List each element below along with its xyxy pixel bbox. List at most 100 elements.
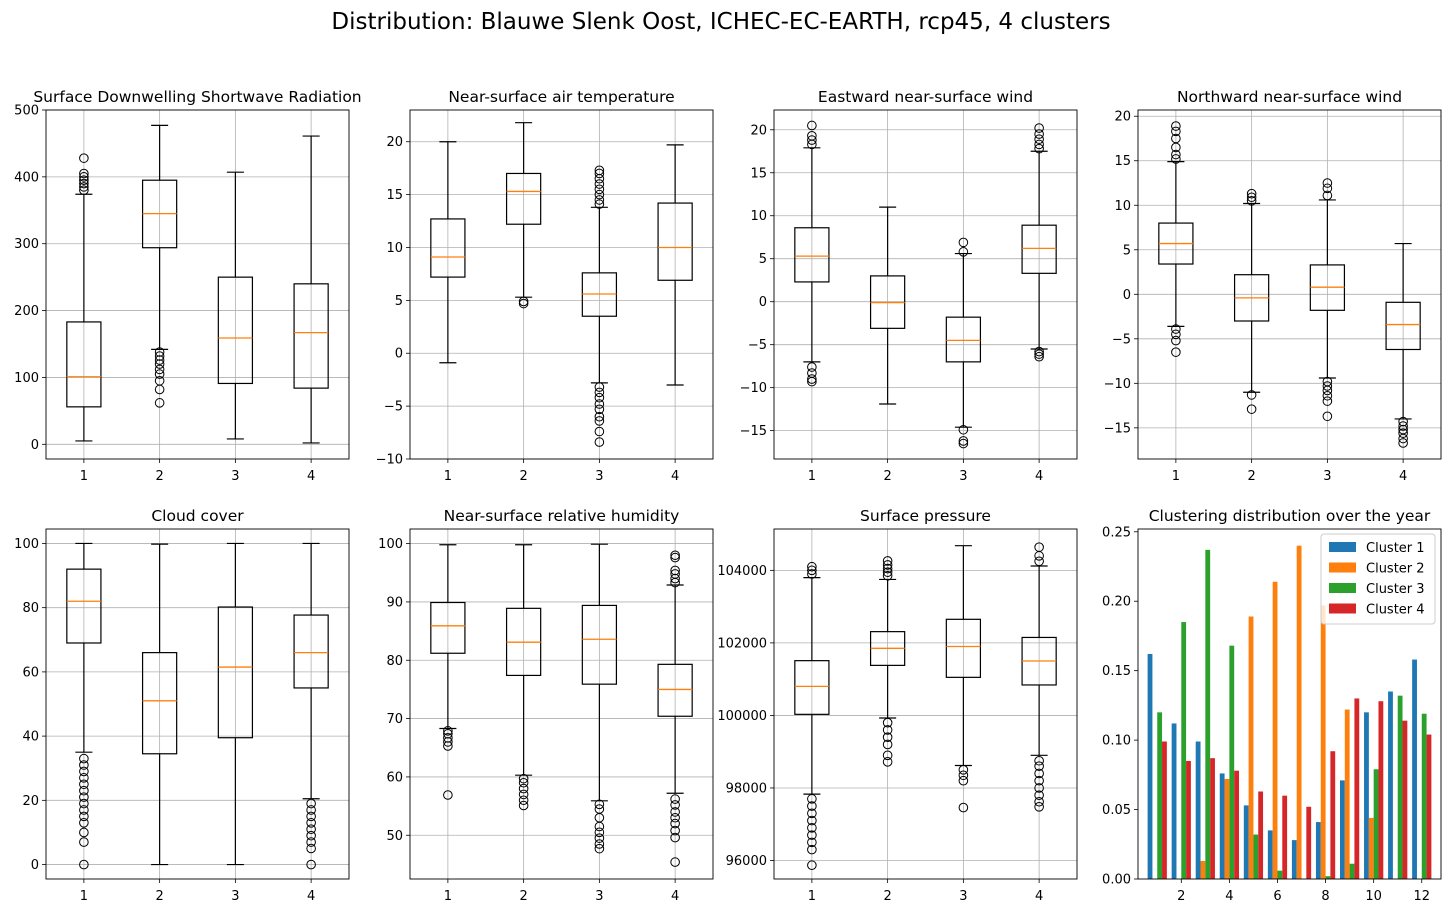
y-tick-label: 0 xyxy=(1123,288,1131,303)
outlier-point xyxy=(1322,190,1333,201)
box-2 xyxy=(505,122,542,309)
outlier-point xyxy=(807,565,817,576)
outlier-point xyxy=(807,823,817,833)
bar xyxy=(1388,691,1393,879)
outlier-point xyxy=(670,550,680,561)
y-tick-label: 0.05 xyxy=(1102,803,1131,818)
y-tick-label: 400 xyxy=(14,170,39,185)
y-tick-label: 20 xyxy=(386,135,403,150)
bar xyxy=(1320,605,1326,879)
outlier-point xyxy=(443,790,453,800)
subplot-title: Northward near-surface wind xyxy=(1177,88,1402,106)
outlier-point xyxy=(1034,775,1044,786)
outlier-point xyxy=(594,195,605,205)
box-1 xyxy=(430,544,466,800)
iqr-box xyxy=(66,321,102,408)
subplot-title: Eastward near-surface wind xyxy=(818,88,1033,106)
y-tick-label: 40 xyxy=(22,730,39,745)
outlier-point xyxy=(807,801,817,811)
outlier-point xyxy=(882,725,893,735)
y-tick-label: 20 xyxy=(750,123,767,138)
outlier-point xyxy=(1171,133,1181,144)
box-3 xyxy=(217,171,254,440)
bar xyxy=(1234,770,1239,879)
outlier-point xyxy=(882,732,893,742)
outlier-point xyxy=(518,773,529,784)
outlier-point xyxy=(594,399,605,409)
outlier-point xyxy=(670,832,680,843)
outlier-point xyxy=(1171,149,1181,160)
outlier-point xyxy=(1246,196,1257,206)
iqr-box xyxy=(430,601,466,654)
outlier-point xyxy=(79,827,89,838)
outlier-point xyxy=(594,833,605,843)
bar xyxy=(1325,876,1331,879)
series-3 xyxy=(1157,549,1427,879)
outlier-point xyxy=(79,785,89,796)
x-tick-label: 1 xyxy=(444,889,452,904)
outlier-point xyxy=(1034,346,1044,357)
iqr-box xyxy=(505,172,542,225)
subplot-2: −10 −5 0 5 10 15 20 1 2 3 4 Near-surface air temper… xyxy=(376,88,714,484)
iqr-box xyxy=(141,652,178,755)
outlier-point xyxy=(807,130,817,141)
outlier-point xyxy=(882,757,893,767)
legend-swatch xyxy=(1329,562,1356,573)
x-tick-label: 4 xyxy=(671,889,679,904)
outlier-point xyxy=(670,807,680,817)
iqr-box xyxy=(217,276,254,385)
outlier-point xyxy=(1034,768,1044,779)
outlier-point xyxy=(1171,121,1181,131)
outlier-point xyxy=(1034,755,1044,766)
box-3 xyxy=(1309,178,1346,422)
outlier-point xyxy=(807,844,817,855)
outlier-point xyxy=(594,168,605,179)
x-tick-label: 3 xyxy=(231,889,239,904)
y-tick-label: 98000 xyxy=(726,781,767,796)
outlier-point xyxy=(594,199,605,209)
y-tick-label: 0.15 xyxy=(1102,664,1131,679)
iqr-box xyxy=(66,568,102,644)
outlier-point xyxy=(594,387,605,398)
box-4 xyxy=(657,144,693,386)
outlier-point xyxy=(958,424,969,435)
outlier-point xyxy=(807,362,817,372)
y-tick-label: 5 xyxy=(759,252,767,267)
subplot-7: 96000 98000 100000 102000 104000 1 2 3 4 Surface … xyxy=(717,507,1078,904)
y-tick-label: 60 xyxy=(22,665,39,680)
y-tick-label: 10 xyxy=(1114,199,1131,214)
y-tick-label: 90 xyxy=(386,595,403,610)
outlier-point xyxy=(807,569,817,579)
bar xyxy=(1349,863,1355,879)
x-tick-label: 1 xyxy=(1172,469,1180,484)
x-tick-label: 2 xyxy=(519,889,527,904)
outlier-point xyxy=(1322,178,1333,188)
box-2 xyxy=(1233,188,1270,414)
outlier-point xyxy=(1398,416,1408,427)
x-tick-label: 4 xyxy=(307,889,315,904)
outlier-point xyxy=(79,818,89,828)
outlier-point xyxy=(306,818,316,828)
outlier-point xyxy=(882,717,893,728)
bar xyxy=(1340,780,1345,879)
legend-swatch xyxy=(1329,583,1356,593)
legend-swatch xyxy=(1329,603,1356,614)
series-4 xyxy=(1162,698,1432,879)
outlier-point xyxy=(670,800,680,810)
subplot-1: 0 100 200 300 400 500 1 2 3 4 Surface Downwelling … xyxy=(14,88,361,484)
iqr-box xyxy=(945,316,982,363)
outlier-point xyxy=(154,369,165,379)
outlier-point xyxy=(594,392,605,403)
box-2 xyxy=(869,556,906,767)
y-tick-label: 20 xyxy=(22,794,39,809)
y-tick-label: 60 xyxy=(386,770,403,785)
y-tick-label: 0.20 xyxy=(1102,595,1131,610)
outlier-point xyxy=(518,800,529,811)
x-tick-label: 4 xyxy=(1225,889,1233,904)
x-tick-label: 3 xyxy=(959,469,967,484)
box-3 xyxy=(581,543,618,854)
bar xyxy=(1402,720,1408,879)
y-tick-label: 50 xyxy=(386,829,403,844)
outlier-point xyxy=(1398,428,1408,438)
x-tick-label: 10 xyxy=(1365,889,1382,904)
